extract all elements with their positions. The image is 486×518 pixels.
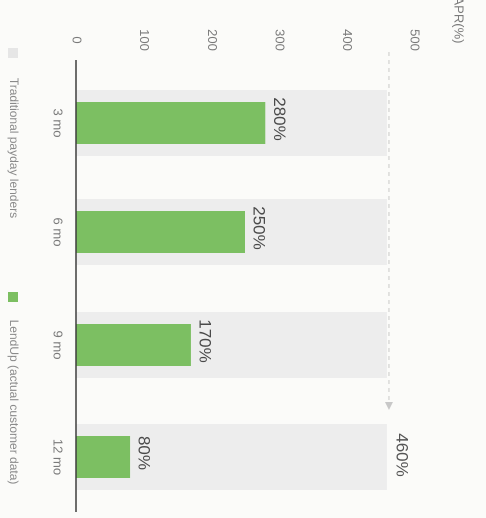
lendup-bar	[76, 211, 245, 253]
category-label: 3 mo	[51, 109, 66, 138]
lendup-bar	[76, 324, 191, 366]
bar-value-label: 170%	[195, 319, 214, 362]
value-axis-title: APR(%)	[452, 0, 467, 43]
category-label: 12 mo	[51, 439, 66, 475]
value-tick-label: 0	[70, 36, 85, 43]
lendup-bar	[76, 102, 266, 144]
value-tick-label: 100	[137, 29, 152, 51]
value-tick-label: 400	[340, 29, 355, 51]
category-label: 9 mo	[51, 331, 66, 360]
legend-swatch-traditional	[8, 48, 18, 58]
legend-label-lendup: LendUp (actual customer data)	[7, 320, 21, 485]
reference-value-label: 460%	[392, 433, 411, 476]
value-tick-label: 500	[408, 29, 423, 51]
legend-swatch-lendup	[8, 292, 18, 302]
bar-value-label: 80%	[135, 436, 154, 470]
value-tick-label: 200	[205, 29, 220, 51]
category-label: 6 mo	[51, 218, 66, 247]
bar-value-label: 280%	[270, 97, 289, 140]
reference-arrow-icon	[384, 402, 393, 410]
lendup-bar	[76, 436, 131, 478]
value-tick-label: 300	[272, 29, 287, 51]
bar-value-label: 250%	[250, 206, 269, 249]
legend-label-traditional: Traditional payday lenders	[7, 78, 21, 218]
